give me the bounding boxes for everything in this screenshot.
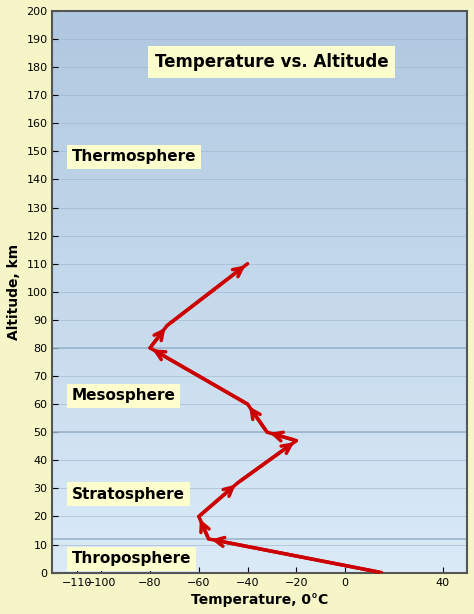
X-axis label: Temperature, 0°C: Temperature, 0°C (191, 593, 328, 607)
Text: Stratosphere: Stratosphere (72, 486, 185, 502)
Text: Throposphere: Throposphere (72, 551, 191, 566)
Text: Temperature vs. Altitude: Temperature vs. Altitude (155, 53, 389, 71)
Text: Mesosphere: Mesosphere (72, 388, 176, 403)
Y-axis label: Altitude, km: Altitude, km (7, 244, 21, 340)
Text: Thermosphere: Thermosphere (72, 149, 197, 165)
